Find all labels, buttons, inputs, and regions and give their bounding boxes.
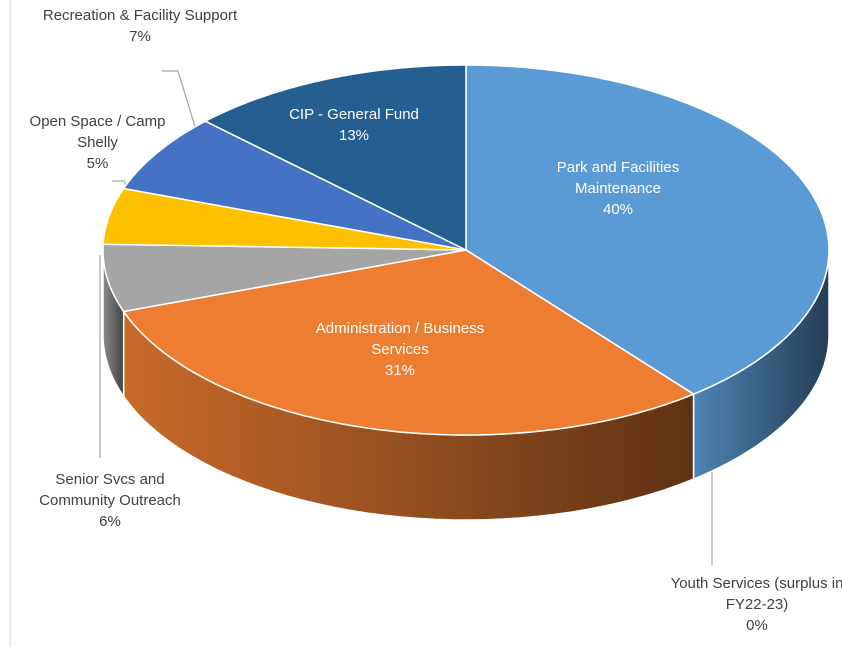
slice-label: Open Space / Camp Shelly 5% <box>10 111 185 174</box>
slice-label: Youth Services (surplus in FY22-23) 0% <box>662 573 842 636</box>
slice <box>122 249 696 436</box>
slice-label: Senior Svcs and Community Outreach 6% <box>20 469 200 532</box>
slice-label: Park and Facilities Maintenance 40% <box>533 157 703 220</box>
slice <box>203 64 467 252</box>
slice-value-label: 7% <box>129 28 151 45</box>
slice-value-label: 31% <box>384 362 416 379</box>
slice <box>122 120 467 251</box>
slice-name: Administration / Business Services <box>315 320 485 358</box>
slice <box>102 187 467 251</box>
slice-name: CIP - General Fund <box>289 106 419 123</box>
slice-name: Open Space / Camp Shelly <box>29 113 166 151</box>
slice <box>102 243 467 313</box>
leader-line <box>162 70 197 131</box>
slice-name: Recreation & Facility Support <box>42 7 238 24</box>
pie-tops <box>102 64 830 436</box>
slice-value-label: 5% <box>86 155 109 172</box>
slice <box>465 64 830 395</box>
slice-label: Administration / Business Services 31% <box>310 318 490 381</box>
slice-name: Senior Svcs and Community Outreach <box>39 471 181 509</box>
slice-value-label: 6% <box>99 513 121 530</box>
slice-value-label: 40% <box>602 201 634 218</box>
slice-label: Recreation & Facility Support 7% <box>40 5 240 47</box>
slice-name: Youth Services (surplus in FY22-23) <box>670 575 842 613</box>
pie-sides <box>102 249 830 521</box>
slice-value-label: 0% <box>746 617 768 634</box>
slice-value-label: 13% <box>338 127 370 144</box>
slice-name: Park and Facilities Maintenance <box>556 159 680 197</box>
slice-label: CIP - General Fund 13% <box>264 104 444 146</box>
